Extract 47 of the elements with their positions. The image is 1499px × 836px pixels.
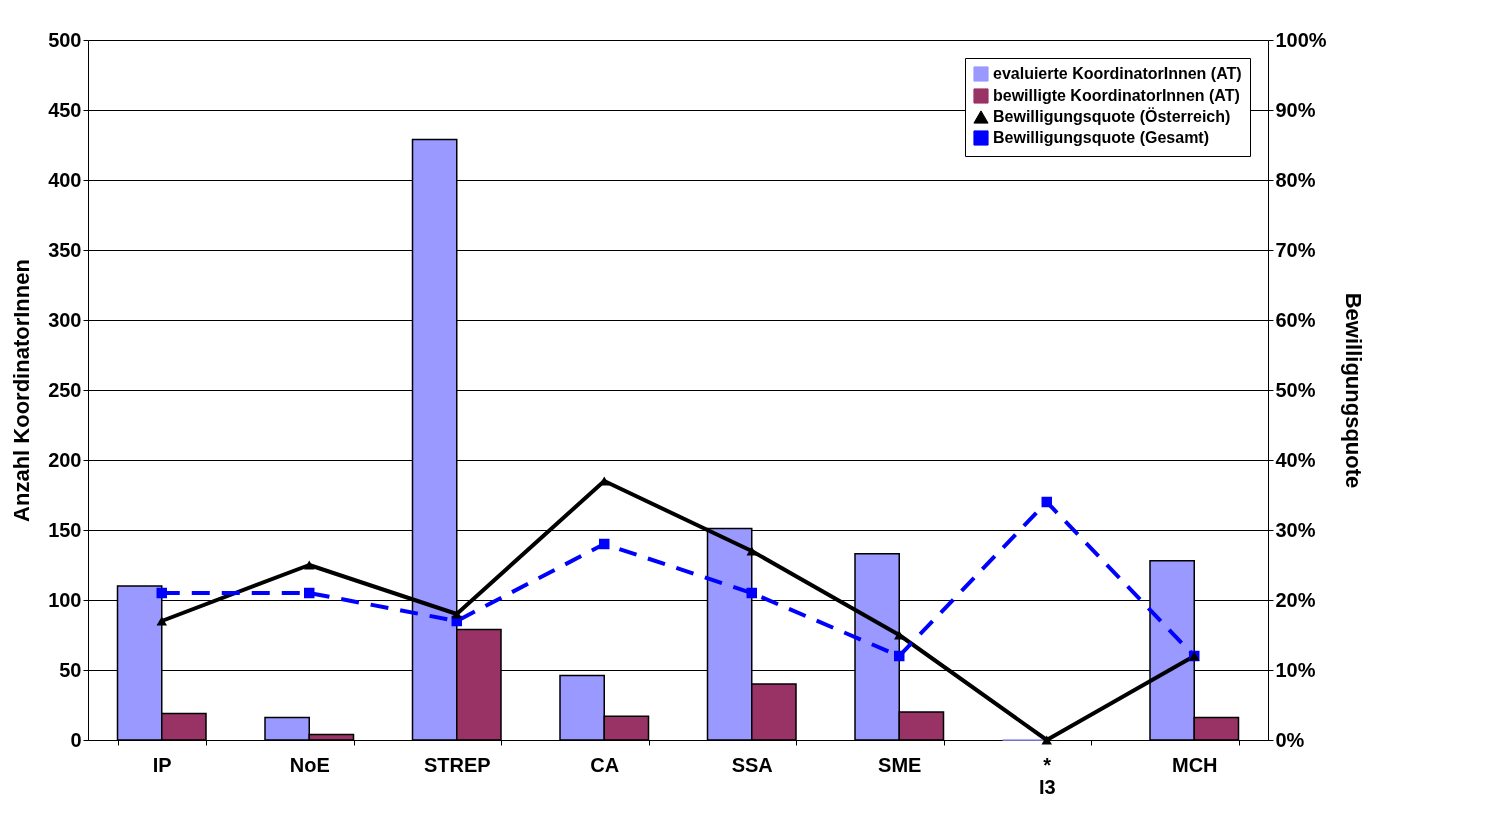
- x-tick-label: SSA: [731, 753, 773, 776]
- y2-tick-label: 70%: [1275, 238, 1316, 261]
- x-tick-label: STREP: [423, 753, 491, 776]
- y-tick-label: 400: [48, 168, 82, 191]
- y2-tick-label: 20%: [1275, 588, 1316, 611]
- y-axis-title: Anzahl KoordinatorInnen: [9, 259, 35, 522]
- y2-tick-label: 60%: [1275, 308, 1316, 331]
- point: [451, 609, 462, 619]
- y-tick-label: 100: [48, 588, 82, 611]
- legend-label: Bewilligungsquote (Österreich): [993, 107, 1231, 125]
- y2-tick-label: 40%: [1275, 448, 1316, 471]
- point: [1041, 735, 1052, 745]
- point: [304, 587, 315, 599]
- x-tick-label: MCH: [1171, 753, 1218, 776]
- y2-axis-title: Bewilligungsquote: [1340, 292, 1366, 489]
- y-tick-label: 50: [59, 658, 82, 681]
- y2-tick-label: 80%: [1275, 168, 1316, 191]
- x-tick-label: NoE: [289, 753, 330, 776]
- x-tick-label: * I3: [1038, 753, 1056, 798]
- y2-tick-label: 10%: [1275, 658, 1316, 681]
- y2-tick-label: 100%: [1275, 28, 1327, 51]
- y-tick-label: 0: [70, 728, 82, 751]
- point: [599, 538, 610, 550]
- x-tick-label: IP: [152, 753, 172, 776]
- point: [746, 546, 757, 556]
- point: [156, 616, 167, 626]
- point: [746, 587, 757, 599]
- point: [894, 650, 905, 662]
- legend-label: evaluierte KoordinatorInnen (AT): [993, 65, 1242, 82]
- y-tick-label: 450: [48, 98, 82, 121]
- legend-label: Bewilligungsquote (Gesamt): [993, 129, 1210, 146]
- y2-tick-label: 90%: [1275, 98, 1316, 121]
- y2-tick-label: 30%: [1275, 518, 1316, 541]
- y-tick-label: 350: [48, 238, 82, 261]
- y-tick-label: 300: [48, 308, 82, 331]
- x-tick-label: SME: [878, 753, 922, 776]
- legend-label: bewilligte KoordinatorInnen (AT): [993, 87, 1240, 104]
- y-tick-label: 150: [48, 518, 82, 541]
- y-tick-label: 250: [48, 378, 82, 401]
- y2-tick-label: 0%: [1275, 728, 1305, 751]
- point: [156, 587, 167, 599]
- point: [304, 560, 315, 570]
- y-tick-label: 500: [48, 28, 82, 51]
- x-tick-label: CA: [590, 753, 620, 776]
- y2-tick-label: 50%: [1275, 378, 1316, 401]
- y-tick-label: 200: [48, 448, 82, 471]
- point: [1041, 496, 1052, 508]
